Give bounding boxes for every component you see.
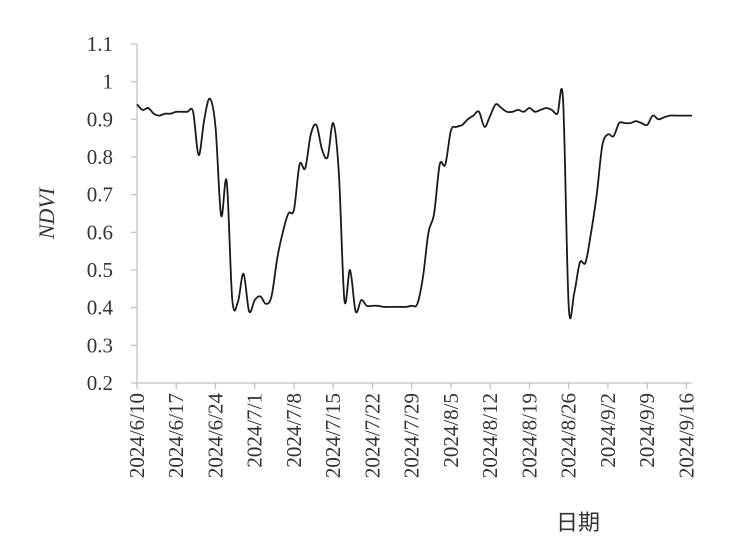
x-axis-title: 日期	[556, 510, 600, 535]
y-tick-label: 0.8	[87, 145, 113, 169]
y-tick-label: 0.2	[87, 371, 113, 395]
x-tick-label: 2024/7/29	[400, 393, 424, 478]
x-tick-label: 2024/9/9	[635, 393, 659, 468]
x-tick-label: 2024/8/12	[478, 393, 502, 478]
x-axis-ticks: 2024/6/10 2024/6/17 2024/6/24 2024/7/1 2024/…	[125, 383, 698, 478]
x-tick-label: 2024/6/17	[164, 393, 188, 478]
x-tick-label: 2024/7/8	[282, 393, 306, 468]
x-tick-label: 2024/9/2	[596, 393, 620, 468]
y-tick-label: 0.4	[87, 296, 114, 320]
x-tick-label: 2024/7/22	[360, 393, 384, 478]
x-tick-label: 2024/9/16	[674, 393, 698, 478]
x-tick-label: 2024/6/24	[203, 393, 227, 479]
y-axis-ticks: 0.2 0.3 0.4 0.5 0.6 0.7 0.8 0.9 1 1.1	[87, 32, 137, 395]
y-tick-label: 1.1	[87, 32, 113, 56]
y-tick-label: 0.7	[87, 183, 113, 207]
x-tick-label: 2024/8/19	[517, 393, 541, 478]
x-tick-label: 2024/7/15	[321, 393, 345, 478]
y-tick-label: 0.6	[87, 220, 113, 244]
x-tick-label: 2024/6/10	[125, 393, 149, 478]
x-tick-label: 2024/8/26	[557, 393, 581, 478]
ndvi-series-line	[136, 88, 692, 320]
x-tick-label: 2024/8/5	[439, 393, 463, 468]
y-tick-label: 0.9	[87, 107, 113, 131]
x-tick-label: 2024/7/1	[243, 393, 267, 468]
y-tick-label: 1	[103, 70, 114, 94]
y-tick-label: 0.5	[87, 258, 113, 282]
y-tick-label: 0.3	[87, 333, 113, 357]
y-axis-title: NDVI	[34, 186, 59, 240]
